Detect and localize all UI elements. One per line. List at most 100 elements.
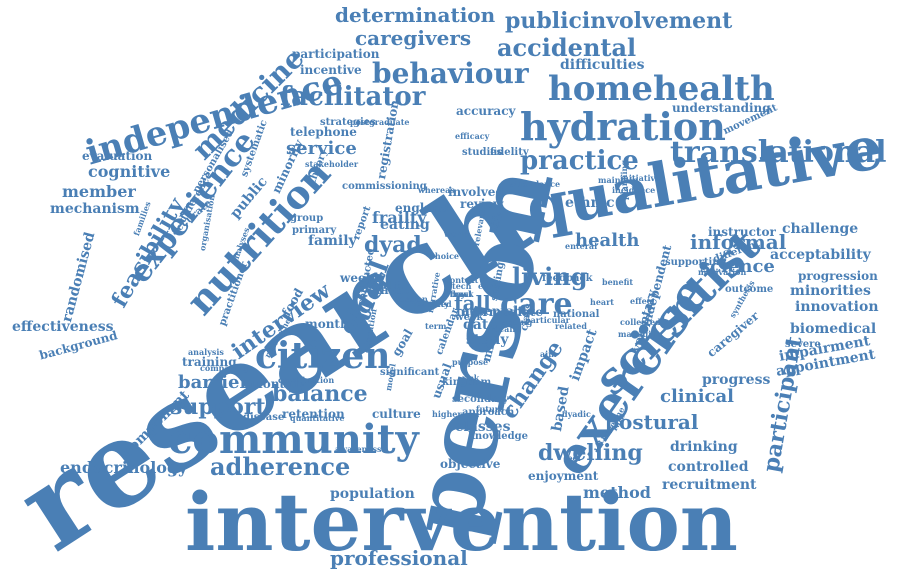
word-informal: informal xyxy=(690,230,787,254)
word-population: population xyxy=(330,486,415,502)
word-practice: practice xyxy=(520,146,639,176)
word-fidelity: fidelity xyxy=(490,147,529,158)
word-progress: progress xyxy=(702,372,771,388)
word-retention: retention xyxy=(282,407,345,421)
word-self: self xyxy=(372,279,401,295)
word-context: context xyxy=(445,275,479,285)
word-severe: severe xyxy=(785,339,821,350)
word-higher: higher xyxy=(432,409,462,419)
word-quantitative: quantitative xyxy=(290,413,345,423)
word-model: model xyxy=(383,362,398,392)
word-culture: culture xyxy=(372,407,421,421)
word-randomised: randomised xyxy=(59,230,99,324)
word-postural: postural xyxy=(605,410,699,434)
word-purpose: purpose xyxy=(452,357,489,367)
word-attendance: attendance xyxy=(510,179,561,189)
word-clinical: clinical xyxy=(660,386,735,407)
word-biomedical: biomedical xyxy=(790,321,877,337)
word-intervention: intervention xyxy=(185,475,738,569)
word-secondary: secondary xyxy=(452,394,509,405)
word-planning: planning xyxy=(619,160,629,200)
word-collected: collected xyxy=(620,317,661,327)
word-kingdom: kingdom xyxy=(442,377,492,388)
word-day: day xyxy=(450,289,466,299)
word-training: training xyxy=(182,355,237,369)
word-progression: progression xyxy=(798,269,878,283)
word-enjoyment: enjoyment xyxy=(528,469,599,483)
word-incentive: incentive xyxy=(300,63,362,77)
word-month: month xyxy=(305,317,349,331)
word-acceptability: acceptability xyxy=(770,247,871,263)
word-studies: studies xyxy=(462,147,503,158)
word-accidental: accidental xyxy=(497,33,637,62)
word-enteral: enteral xyxy=(565,241,598,251)
word-commissioning: commissioning xyxy=(342,181,427,192)
word-review: review xyxy=(460,197,504,211)
word-whereas: whereas xyxy=(418,185,455,195)
word-awareness: awareness xyxy=(335,444,382,454)
word-science: science xyxy=(700,256,775,277)
word-evaluation: evaluation xyxy=(82,149,153,163)
word-national: national xyxy=(553,309,600,320)
word-cognitive: cognitive xyxy=(88,162,171,181)
word-ethnic: ethnic xyxy=(565,195,615,211)
word-heart: heart xyxy=(590,297,614,307)
word-dyad: dyad xyxy=(364,232,422,258)
word-disease: disease xyxy=(243,412,285,423)
word-analysis: analysis xyxy=(188,347,224,357)
word-instructor: instructor xyxy=(708,225,776,239)
word-health: health xyxy=(575,230,640,251)
word-barrier: barrier xyxy=(178,372,249,393)
word-related: related xyxy=(555,321,587,331)
word-comparing: comparing xyxy=(200,363,249,373)
word-understanding: understanding xyxy=(672,101,771,115)
word-support: support xyxy=(170,394,266,420)
word-initiative: initiative xyxy=(620,173,661,183)
word-fall: fall xyxy=(454,291,491,315)
word-significant: significant xyxy=(380,367,440,378)
word-combination: combination xyxy=(278,375,335,385)
word-early: early xyxy=(478,281,501,291)
word-approach: approach xyxy=(462,407,515,418)
word-service: service xyxy=(286,138,357,159)
word-balance: balance xyxy=(272,381,368,407)
word-track: track xyxy=(450,289,474,299)
word-term: term xyxy=(425,321,447,331)
word-efficacy: efficacy xyxy=(455,131,490,141)
word-adherence: adherence xyxy=(210,452,351,481)
word-publicinvolvement: publicinvolvement xyxy=(505,8,733,34)
word-telephone: telephone xyxy=(290,125,357,139)
word-incidence: incidence xyxy=(612,185,656,195)
word-minorities: minorities xyxy=(790,283,871,299)
word-study: study xyxy=(466,332,509,348)
word-objective: objective xyxy=(440,457,501,471)
word-member: member xyxy=(62,182,136,201)
word-difficulties: difficulties xyxy=(560,57,645,73)
word-accuracy: accuracy xyxy=(456,104,516,118)
word-ageing: ageing xyxy=(502,317,533,327)
word-need: need xyxy=(430,299,452,309)
word-session: session xyxy=(395,294,428,304)
word-translational: translational xyxy=(670,135,887,170)
word-behaviour: behaviour xyxy=(372,57,529,90)
word-supporting: supporting xyxy=(665,257,727,268)
word-meal: meal xyxy=(450,289,472,299)
word-aim: aim xyxy=(540,349,557,359)
word-professional: professional xyxy=(330,546,468,570)
word-recruitment: recruitment xyxy=(662,477,757,493)
word-week: week xyxy=(455,312,484,323)
word-maintain: maintain xyxy=(598,175,639,185)
word-frailty: frailty xyxy=(372,208,427,227)
word-monthly: monthly xyxy=(250,377,306,391)
word-family: family xyxy=(308,233,357,249)
word-benefit: benefit xyxy=(602,277,634,287)
word-acceptable: acceptable xyxy=(462,304,535,318)
word-method: method xyxy=(583,483,651,502)
word-facilitator: facilitator xyxy=(280,82,426,112)
word-risk: risk xyxy=(462,373,480,383)
word-england: england xyxy=(395,201,450,215)
word-classes: classes xyxy=(455,419,511,435)
word-recall: recall xyxy=(490,324,516,334)
word-primary: primary xyxy=(292,225,337,236)
